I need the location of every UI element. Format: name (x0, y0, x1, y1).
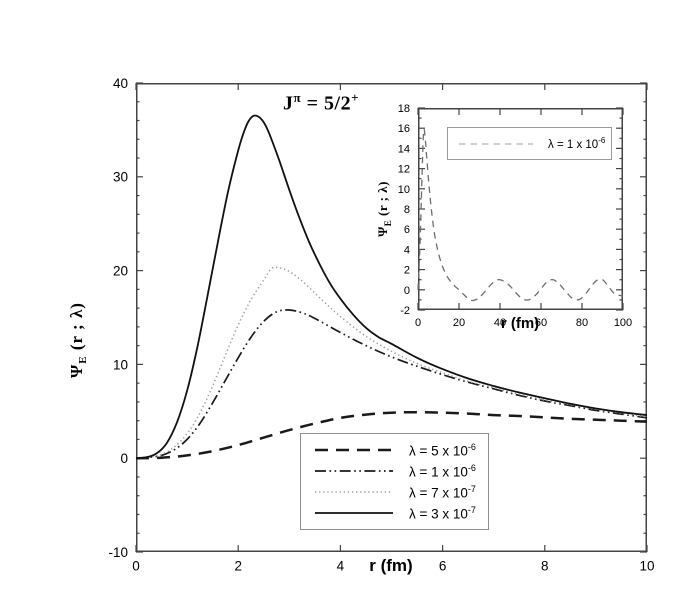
svg-text:0: 0 (120, 451, 128, 466)
svg-text:12: 12 (398, 164, 410, 176)
svg-text:2: 2 (404, 265, 410, 277)
legend-line-sample-dotted (315, 491, 393, 493)
svg-text:8: 8 (541, 559, 549, 574)
svg-text:-2: -2 (400, 305, 410, 317)
inset-legend: λ = 1 x 10-6 (447, 127, 612, 160)
title-superscript-plus: + (351, 90, 359, 105)
svg-text:30: 30 (113, 170, 128, 185)
svg-text:6: 6 (439, 559, 447, 574)
main-y-axis-label: ΨE (r ; λ) (66, 302, 90, 378)
svg-text:0: 0 (404, 285, 410, 297)
svg-text:16: 16 (398, 123, 410, 135)
legend-line-sample-dashdotdot (315, 470, 393, 472)
svg-text:4: 4 (337, 559, 345, 574)
legend-line-sample-longdash (315, 448, 393, 452)
legend-row: λ = 3 x 10-7 (301, 504, 488, 522)
svg-text:80: 80 (576, 317, 588, 329)
inset-x-axis-label: r (fm) (500, 315, 540, 332)
legend-row: λ = 5 x 10-6 (301, 441, 488, 459)
legend-row: λ = 1 x 10-6 (301, 462, 488, 480)
svg-text:40: 40 (494, 317, 506, 329)
main-plot-title: Jπ = 5/2+ (283, 90, 359, 115)
svg-text:8: 8 (404, 204, 410, 216)
svg-text:14: 14 (398, 143, 410, 155)
svg-text:4: 4 (404, 244, 410, 256)
svg-text:10: 10 (113, 357, 128, 372)
svg-text:0: 0 (132, 559, 140, 574)
svg-text:0: 0 (415, 317, 421, 329)
svg-text:20: 20 (113, 263, 128, 278)
legend-label: λ = 3 x 10-7 (409, 504, 476, 522)
legend-label: λ = 7 x 10-7 (409, 483, 476, 501)
main-x-axis-label: r (fm) (369, 556, 413, 575)
inset-y-axis-label: ΨE (r ; λ) (375, 181, 393, 237)
svg-text:10: 10 (639, 559, 654, 574)
legend-label: λ = 1 x 10-6 (409, 462, 476, 480)
svg-text:-10: -10 (108, 545, 128, 560)
svg-text:100: 100 (614, 317, 632, 329)
svg-text:20: 20 (453, 317, 465, 329)
title-superscript-pi: π (293, 90, 302, 105)
inset-legend-line-sample (459, 142, 533, 145)
svg-text:60: 60 (535, 317, 547, 329)
main-legend: λ = 5 x 10-6 λ = 1 x 10-6 λ = 7 x 10-7 λ… (300, 433, 489, 530)
svg-text:18: 18 (398, 103, 410, 115)
svg-text:40: 40 (113, 76, 128, 91)
svg-text:2: 2 (234, 559, 242, 574)
legend-line-sample-solid (315, 512, 393, 515)
svg-text:10: 10 (398, 184, 410, 196)
legend-row: λ = 7 x 10-7 (301, 483, 488, 501)
legend-label: λ = 5 x 10-6 (409, 441, 476, 459)
inset-legend-label: λ = 1 x 10-6 (548, 136, 606, 151)
svg-text:6: 6 (404, 224, 410, 236)
